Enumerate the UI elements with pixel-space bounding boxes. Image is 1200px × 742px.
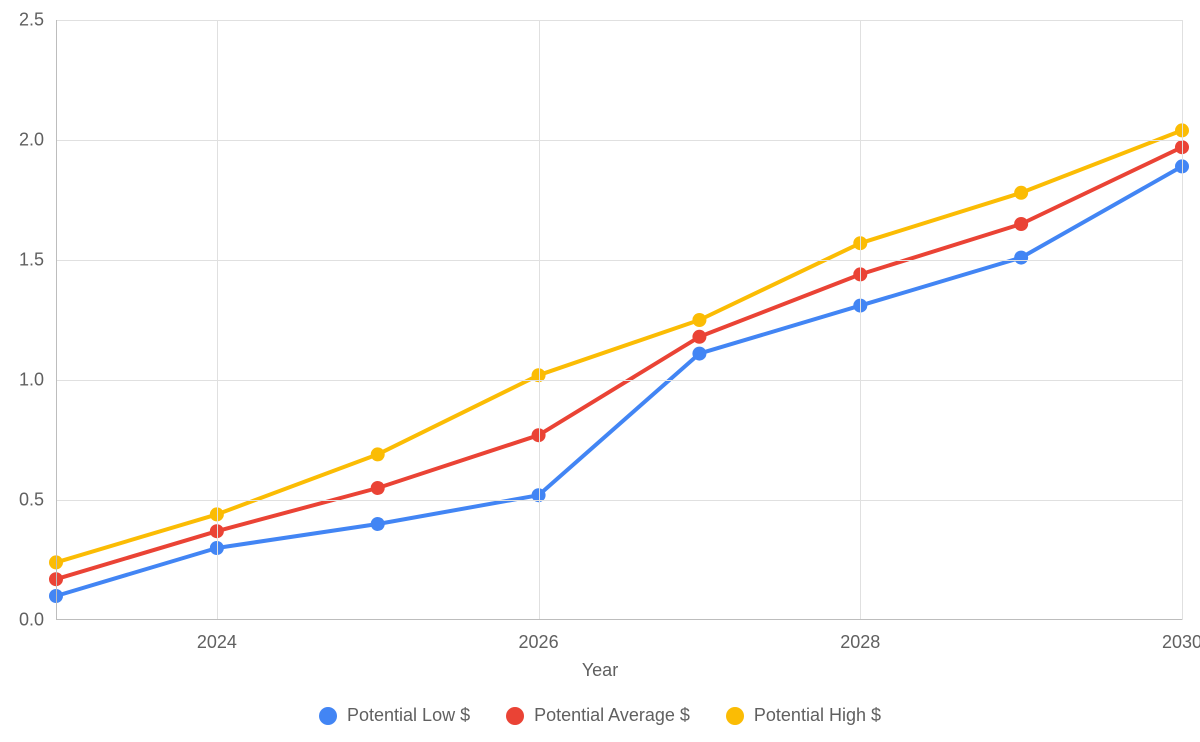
gridline-horizontal — [56, 380, 1182, 381]
legend-item: Potential Low $ — [319, 705, 470, 726]
data-point — [692, 330, 706, 344]
legend-swatch-icon — [726, 707, 744, 725]
series-line — [56, 130, 1182, 562]
legend-item: Potential Average $ — [506, 705, 690, 726]
data-point — [371, 447, 385, 461]
gridline-horizontal — [56, 20, 1182, 21]
axis-bottom — [56, 619, 1182, 620]
x-tick-label: 2028 — [840, 632, 880, 653]
gridline-vertical — [217, 20, 218, 620]
gridline-vertical — [860, 20, 861, 620]
gridline-horizontal — [56, 140, 1182, 141]
y-tick-label: 2.5 — [19, 10, 44, 31]
legend: Potential Low $ Potential Average $ Potent… — [319, 705, 881, 726]
series-line — [56, 147, 1182, 579]
data-point — [692, 313, 706, 327]
data-point — [371, 481, 385, 495]
y-tick-label: 2.0 — [19, 130, 44, 151]
x-axis-label: Year — [582, 660, 618, 681]
legend-item: Potential High $ — [726, 705, 881, 726]
gridline-vertical — [539, 20, 540, 620]
x-tick-label: 2024 — [197, 632, 237, 653]
legend-swatch-icon — [319, 707, 337, 725]
y-tick-label: 0.0 — [19, 610, 44, 631]
data-point — [1014, 251, 1028, 265]
legend-swatch-icon — [506, 707, 524, 725]
legend-label: Potential Average $ — [534, 705, 690, 726]
gridline-horizontal — [56, 260, 1182, 261]
legend-label: Potential High $ — [754, 705, 881, 726]
data-point — [1014, 217, 1028, 231]
gridline-horizontal — [56, 500, 1182, 501]
data-point — [692, 347, 706, 361]
data-point — [371, 517, 385, 531]
gridline-vertical — [1182, 20, 1183, 620]
plot-area: 0.00.51.01.52.02.52024202620282030 — [56, 20, 1182, 620]
y-tick-label: 0.5 — [19, 490, 44, 511]
y-tick-label: 1.5 — [19, 250, 44, 271]
data-point — [1014, 186, 1028, 200]
y-tick-label: 1.0 — [19, 370, 44, 391]
series-layer — [56, 20, 1182, 620]
axis-left — [56, 20, 57, 620]
line-chart: 0.00.51.01.52.02.52024202620282030 Year … — [0, 0, 1200, 742]
legend-label: Potential Low $ — [347, 705, 470, 726]
series-line — [56, 166, 1182, 596]
x-tick-label: 2026 — [519, 632, 559, 653]
x-tick-label: 2030 — [1162, 632, 1200, 653]
